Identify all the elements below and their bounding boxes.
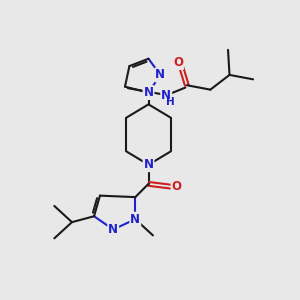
Text: N: N <box>143 86 154 99</box>
Text: N: N <box>130 213 140 226</box>
Text: N: N <box>143 158 154 171</box>
Text: O: O <box>172 180 182 193</box>
Text: O: O <box>173 56 183 69</box>
Text: N: N <box>155 68 165 81</box>
Text: N: N <box>161 89 171 102</box>
Text: H: H <box>166 97 175 107</box>
Text: N: N <box>108 223 118 236</box>
